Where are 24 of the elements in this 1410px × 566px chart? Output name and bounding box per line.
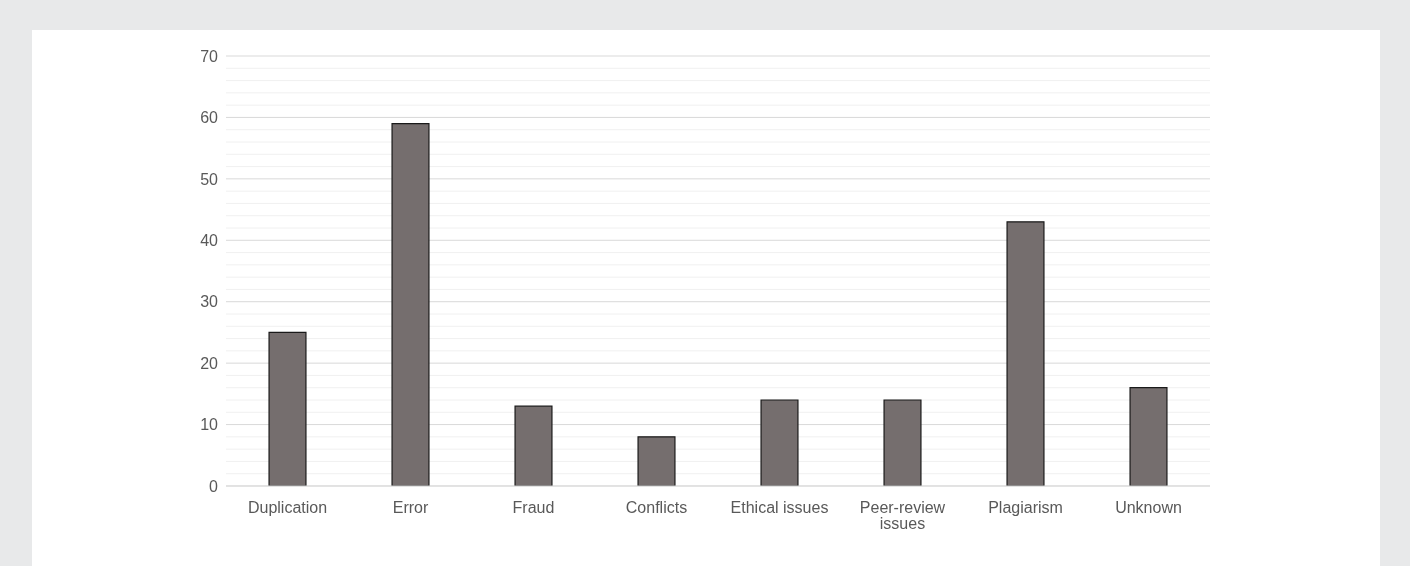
bar: [883, 399, 922, 486]
bar: [514, 405, 553, 486]
x-tick-label: Conflicts: [625, 499, 688, 517]
y-tick-label: 20: [200, 354, 219, 372]
y-tick-label: 0: [209, 477, 219, 495]
x-tick-label: Fraud: [512, 499, 555, 517]
x-tick-label: Unknown: [1115, 499, 1182, 517]
y-tick-label: 50: [200, 170, 219, 188]
y-tick-label: 30: [200, 293, 219, 311]
y-tick-label: 10: [200, 416, 219, 434]
y-tick-label: 70: [200, 47, 219, 65]
bar: [1129, 387, 1168, 486]
y-tick-label: 40: [200, 231, 219, 249]
bar: [760, 399, 799, 486]
y-tick-label: 60: [200, 109, 219, 127]
x-tick-label: Ethical issues: [730, 499, 829, 517]
x-tick-label: Peer-review issues: [859, 499, 946, 533]
bar: [391, 122, 430, 486]
bar: [637, 436, 676, 486]
x-tick-label: Plagiarism: [988, 499, 1063, 517]
x-tick-label: Error: [392, 499, 429, 517]
bar: [1006, 221, 1045, 486]
bar: [268, 331, 307, 486]
x-tick-label: Duplication: [247, 499, 328, 517]
